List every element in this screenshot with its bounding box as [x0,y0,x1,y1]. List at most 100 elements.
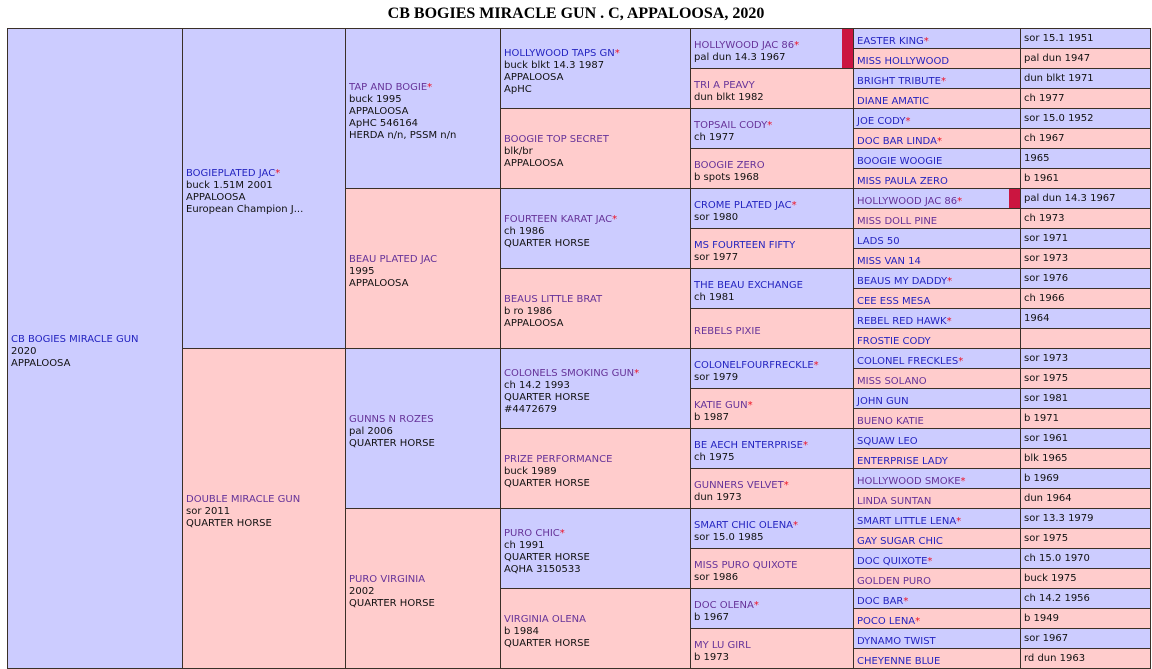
horse-link[interactable]: JOHN GUN [857,396,909,407]
horse-link[interactable]: MY LU GIRL [694,640,751,651]
pedigree-cell: VIRGINIA OLENA b 1984 QUARTER HORSE [500,588,691,669]
horse-name: JOHN GUN [857,396,909,407]
horse-link[interactable]: KATIE GUN* [694,400,753,411]
horse-link[interactable]: PURO VIRGINIA [349,574,425,585]
horse-link[interactable]: MISS VAN 14 [857,256,921,267]
horse-link[interactable]: MISS PAULA ZERO [857,176,948,187]
horse-link[interactable]: CHEYENNE BLUE [857,656,940,667]
pedigree-cell: PURO CHIC* ch 1991 QUARTER HORSE AQHA 31505… [500,508,691,589]
horse-link[interactable]: FOURTEEN KARAT JAC* [504,214,617,225]
horse-name: DIANE AMATIC [857,96,930,107]
horse-link[interactable]: DIANE AMATIC [857,96,929,107]
horse-link[interactable]: BUENO KATIE [857,416,924,427]
horse-detail: b spots 1968 [694,172,759,183]
horse-link[interactable]: COLONELS SMOKING GUN* [504,368,639,379]
horse-link[interactable]: MS FOURTEEN FIFTY [694,240,795,251]
horse-link[interactable]: BOGIEPLATED JAC* [186,168,280,179]
horse-link[interactable]: REBELS PIXIE [694,326,761,337]
horse-link[interactable]: HOLLYWOOD SMOKE* [857,476,966,487]
photo-marker-icon[interactable] [842,29,853,68]
horse-link[interactable]: TRI A PEAVY [694,80,755,91]
horse-link[interactable]: DOUBLE MIRACLE GUN [186,494,300,505]
horse-link[interactable]: CROME PLATED JAC* [694,200,797,211]
pedigree-cell: GUNNERS VELVET* dun 1973 [690,468,854,509]
horse-detail: sor 1986 [694,572,739,583]
horse-link[interactable]: THE BEAU EXCHANGE [694,280,803,291]
pedigree-cell: CB BOGIES MIRACLE GUN 2020 APPALOOSA [7,28,183,669]
horse-detail: QUARTER HORSE [504,552,590,563]
photo-marker-icon[interactable] [1009,189,1020,208]
horse-link[interactable]: BEAUS MY DADDY* [857,276,952,287]
pedigree-cell: MISS PAULA ZERO [853,168,1021,189]
detail-cell: dun blkt 1971 [1020,68,1151,89]
horse-link[interactable]: CB BOGIES MIRACLE GUN [11,334,139,345]
pedigree-cell: HOLLYWOOD SMOKE* [853,468,1021,489]
horse-link[interactable]: DOC BAR* [857,596,908,607]
star: * [903,596,909,607]
horse-detail: buck 1.51M 2001 [186,180,273,191]
horse-link[interactable]: MISS HOLLYWOOD [857,56,949,67]
horse-link[interactable]: BOOGIE TOP SECRET [504,134,609,145]
horse-link[interactable]: ENTERPRISE LADY [857,456,948,467]
horse-link[interactable]: MISS DOLL PINE [857,216,937,227]
detail-cell: sor 1976 [1020,268,1151,289]
pedigree-cell: POCO LENA* [853,608,1021,629]
horse-name: PURO CHIC [504,528,560,539]
horse-name: POCO LENA [857,616,916,627]
horse-link[interactable]: CEE ESS MESA [857,296,930,307]
detail-cell: sor 1971 [1020,228,1151,249]
detail-cell: ch 1973 [1020,208,1151,229]
horse-link[interactable]: PRIZE PERFORMANCE [504,454,612,465]
star: * [767,120,773,131]
star: * [927,556,933,567]
horse-link[interactable]: LINDA SUNTAN [857,496,931,507]
horse-link[interactable]: EASTER KING* [857,36,929,47]
horse-link[interactable]: BOOGIE ZERO [694,160,765,171]
horse-link[interactable]: SMART LITTLE LENA* [857,516,961,527]
horse-link[interactable]: SQUAW LEO [857,436,918,447]
horse-link[interactable]: GAY SUGAR CHIC [857,536,943,547]
horse-link[interactable]: DOC BAR LINDA* [857,136,942,147]
horse-link[interactable]: BEAU PLATED JAC [349,254,437,265]
horse-link[interactable]: PURO CHIC* [504,528,565,539]
horse-link[interactable]: TAP AND BOGIE* [349,82,432,93]
horse-detail: b 1984 [504,626,539,637]
horse-link[interactable]: TOPSAIL CODY* [694,120,772,131]
horse-name: MISS PAULA ZERO [857,176,948,187]
star: * [813,360,819,371]
horse-link[interactable]: VIRGINIA OLENA [504,614,586,625]
horse-link[interactable]: GUNNERS VELVET* [694,480,789,491]
horse-link[interactable]: JOE CODY* [857,116,910,127]
horse-link[interactable]: HOLLYWOOD TAPS GN* [504,48,620,59]
horse-link[interactable]: DYNAMO TWIST [857,636,936,647]
horse-name: DYNAMO TWIST [857,636,936,647]
horse-link[interactable]: SMART CHIC OLENA* [694,520,798,531]
horse-link[interactable]: GUNNS N ROZES [349,414,434,425]
horse-link[interactable]: BEAUS LITTLE BRAT [504,294,602,305]
horse-detail: blk/br [504,146,533,157]
horse-link[interactable]: COLONELFOURFRECKLE* [694,360,819,371]
horse-name: MISS VAN 14 [857,256,921,267]
horse-link[interactable]: DOC OLENA* [694,600,759,611]
horse-link[interactable]: HOLLYWOOD JAC 86* [857,196,962,207]
horse-link[interactable]: MISS PURO QUIXOTE [694,560,797,571]
horse-link[interactable]: BOOGIE WOOGIE [857,156,942,167]
horse-detail: rd dun 1963 [1024,652,1086,664]
horse-name: HOLLYWOOD JAC 86 [694,40,795,51]
detail-cell: sor 15.1 1951 [1020,28,1151,49]
horse-link[interactable]: LADS 50 [857,236,900,247]
horse-link[interactable]: COLONEL FRECKLES* [857,356,963,367]
horse-name: BEAU PLATED JAC [349,254,438,265]
horse-link[interactable]: GOLDEN PURO [857,576,931,587]
horse-link[interactable]: POCO LENA* [857,616,920,627]
pedigree-cell: TAP AND BOGIE* buck 1995 APPALOOSA ApHC 546… [345,28,501,189]
horse-link[interactable]: DOC QUIXOTE* [857,556,932,567]
horse-link[interactable]: MISS SOLANO [857,376,927,387]
horse-link[interactable]: BE AECH ENTERPRISE* [694,440,808,451]
horse-link[interactable]: FROSTIE CODY [857,336,931,347]
horse-link[interactable]: REBEL RED HAWK* [857,316,952,327]
pedigree-cell: MY LU GIRL b 1973 [690,628,854,669]
horse-link[interactable]: HOLLYWOOD JAC 86* [694,40,799,51]
horse-link[interactable]: BRIGHT TRIBUTE* [857,76,946,87]
horse-detail: QUARTER HORSE [504,478,590,489]
